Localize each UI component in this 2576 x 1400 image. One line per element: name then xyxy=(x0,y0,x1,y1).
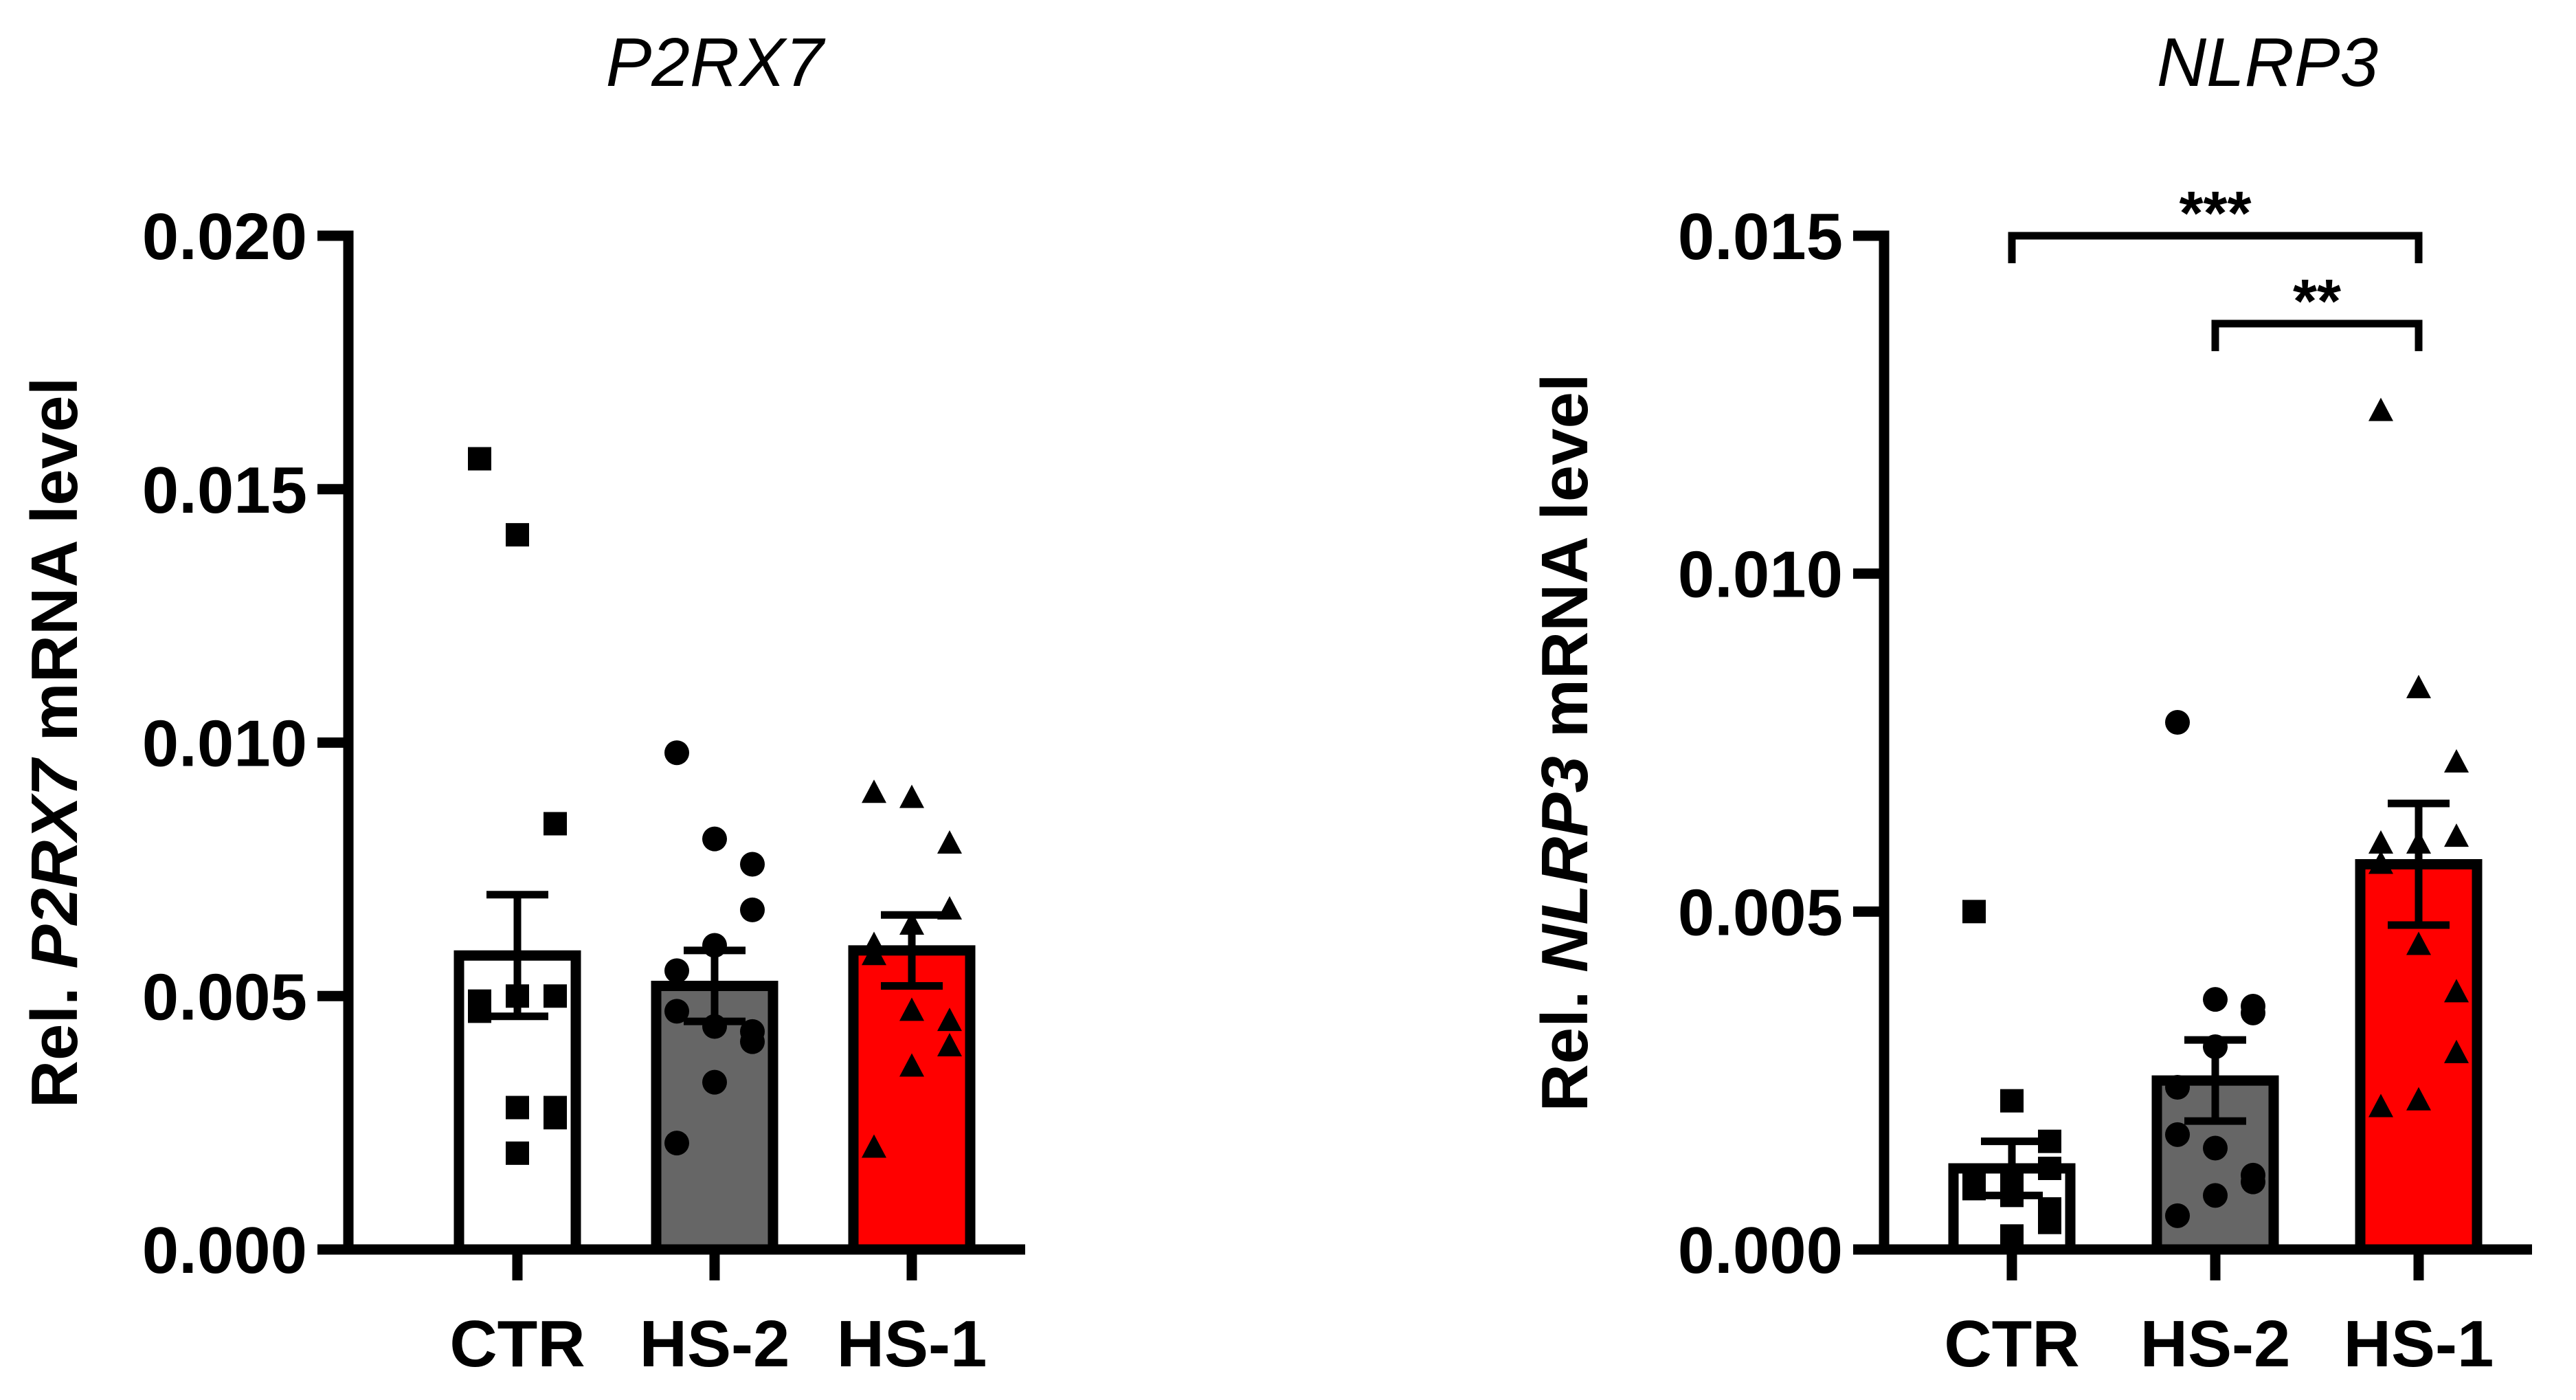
data-point xyxy=(1962,900,1986,924)
y-tick-label: 0.010 xyxy=(1678,538,1843,612)
y-tick-label: 0.010 xyxy=(142,707,307,781)
data-point xyxy=(2444,979,2469,1003)
data-point xyxy=(899,784,924,808)
x-tick-label: HS-1 xyxy=(837,1307,987,1381)
y-axis-label: Rel. NLRP3 mRNA level xyxy=(1528,373,1602,1111)
data-point xyxy=(2241,1000,2265,1025)
data-point xyxy=(544,812,567,836)
data-point xyxy=(740,897,765,922)
data-point xyxy=(862,1134,886,1158)
data-point xyxy=(899,1053,924,1077)
significance-bracket xyxy=(2008,232,2423,263)
data-point xyxy=(2038,1210,2061,1234)
data-point xyxy=(664,740,689,766)
data-point xyxy=(544,984,567,1008)
y-axis-label-gene: P2RX7 xyxy=(18,757,91,969)
chart-title: NLRP3 xyxy=(2157,24,2378,101)
x-tick-label: HS-2 xyxy=(2140,1307,2291,1381)
data-point xyxy=(862,942,886,966)
data-point xyxy=(2203,1135,2228,1161)
data-point xyxy=(506,1141,529,1165)
data-point xyxy=(2368,1093,2393,1118)
data-point xyxy=(2406,1087,2431,1111)
data-point xyxy=(2368,397,2393,421)
data-point xyxy=(544,1106,567,1130)
y-tick-label: 0.005 xyxy=(142,960,307,1034)
data-point xyxy=(2000,1089,2024,1113)
x-tick-label: CTR xyxy=(1944,1307,2079,1381)
data-point xyxy=(702,1069,727,1095)
data-point xyxy=(2368,850,2393,874)
significance-label: ** xyxy=(2293,267,2341,336)
data-point xyxy=(2203,987,2228,1012)
y-axis-label-suffix: mRNA level xyxy=(1528,373,1602,756)
data-point xyxy=(468,447,491,471)
data-point xyxy=(664,999,689,1024)
data-point xyxy=(506,523,529,547)
data-point xyxy=(506,1096,529,1120)
significance-bracket xyxy=(2211,320,2423,351)
y-axis-label-prefix: Rel. xyxy=(1528,973,1602,1112)
chart-title: P2RX7 xyxy=(606,24,826,101)
y-axis-label: Rel. P2RX7 mRNA level xyxy=(18,377,91,1109)
x-tick-label: HS-1 xyxy=(2344,1307,2494,1381)
significance-label: *** xyxy=(2179,179,2251,248)
y-axis-label-suffix: mRNA level xyxy=(18,377,91,760)
data-point xyxy=(937,830,962,854)
bar-hs-1 xyxy=(848,945,976,1255)
data-point xyxy=(2000,1224,2024,1248)
data-point xyxy=(2165,1203,2190,1228)
data-point xyxy=(2406,674,2431,698)
data-point xyxy=(740,1029,765,1054)
data-point xyxy=(937,896,962,920)
y-tick-label: 0.000 xyxy=(1678,1214,1843,1287)
y-axis-label-gene: NLRP3 xyxy=(1528,756,1602,973)
data-point xyxy=(2203,1183,2228,1208)
data-point xyxy=(664,958,689,984)
data-point xyxy=(862,779,886,803)
y-tick-label: 0.000 xyxy=(142,1214,307,1287)
x-tick-label: HS-2 xyxy=(640,1307,790,1381)
data-point xyxy=(899,997,924,1021)
data-point xyxy=(2444,1039,2469,1063)
data-point xyxy=(2444,749,2469,773)
data-point xyxy=(2165,1122,2190,1147)
data-point xyxy=(2038,1157,2061,1180)
data-point xyxy=(2444,823,2469,847)
data-point xyxy=(2165,710,2190,735)
data-point xyxy=(2165,1075,2190,1100)
data-point xyxy=(740,852,765,877)
y-tick-label: 0.015 xyxy=(142,454,307,527)
y-tick-label: 0.005 xyxy=(1678,876,1843,949)
data-point xyxy=(937,1008,962,1032)
data-point xyxy=(702,826,727,852)
data-point xyxy=(664,1131,689,1156)
data-point xyxy=(2241,1169,2265,1195)
data-point xyxy=(2406,931,2431,955)
x-tick-label: CTR xyxy=(449,1307,585,1381)
y-tick-label: 0.015 xyxy=(1678,200,1843,274)
data-point xyxy=(937,1033,962,1056)
y-axis-label-prefix: Rel. xyxy=(18,969,91,1109)
data-point xyxy=(2368,830,2393,854)
y-tick-label: 0.020 xyxy=(142,200,307,274)
